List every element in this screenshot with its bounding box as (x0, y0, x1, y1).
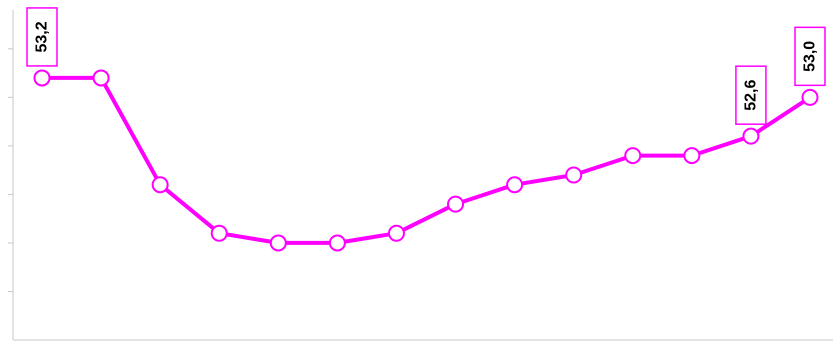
data-label-layer: 53,2 52,6 53,0 (26, 7, 826, 125)
data-point-marker (151, 176, 169, 194)
data-label-box (794, 26, 826, 87)
data-point-marker (624, 147, 642, 165)
axis-layer (8, 10, 833, 341)
data-point-marker (92, 69, 110, 87)
data-label: 53,0 (794, 26, 826, 87)
data-point-marker (210, 224, 228, 242)
data-point-marker (387, 224, 405, 242)
data-point-marker (565, 166, 583, 184)
series-line (42, 75, 812, 245)
data-label-text: 53,2 (34, 21, 51, 52)
data-point-marker (506, 176, 524, 194)
data-label-box (26, 7, 58, 67)
data-point-marker (742, 127, 760, 145)
data-point-marker (683, 147, 701, 165)
series-layer (42, 75, 812, 245)
data-point-marker (801, 88, 819, 106)
data-label: 53,2 (26, 7, 58, 67)
data-label: 52,6 (735, 65, 767, 125)
data-point-marker (33, 69, 51, 87)
data-point-marker (328, 234, 346, 252)
data-label-text: 52,6 (742, 80, 759, 111)
data-point-marker (269, 234, 287, 252)
marker-layer (33, 69, 819, 252)
data-label-text: 53,0 (802, 41, 819, 72)
data-point-marker (447, 195, 465, 213)
data-label-box (735, 65, 767, 125)
